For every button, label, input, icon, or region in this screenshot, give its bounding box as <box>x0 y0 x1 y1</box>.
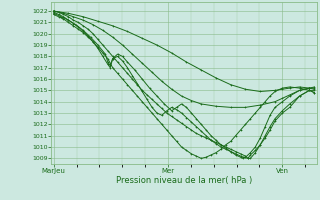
X-axis label: Pression niveau de la mer( hPa ): Pression niveau de la mer( hPa ) <box>116 176 252 185</box>
